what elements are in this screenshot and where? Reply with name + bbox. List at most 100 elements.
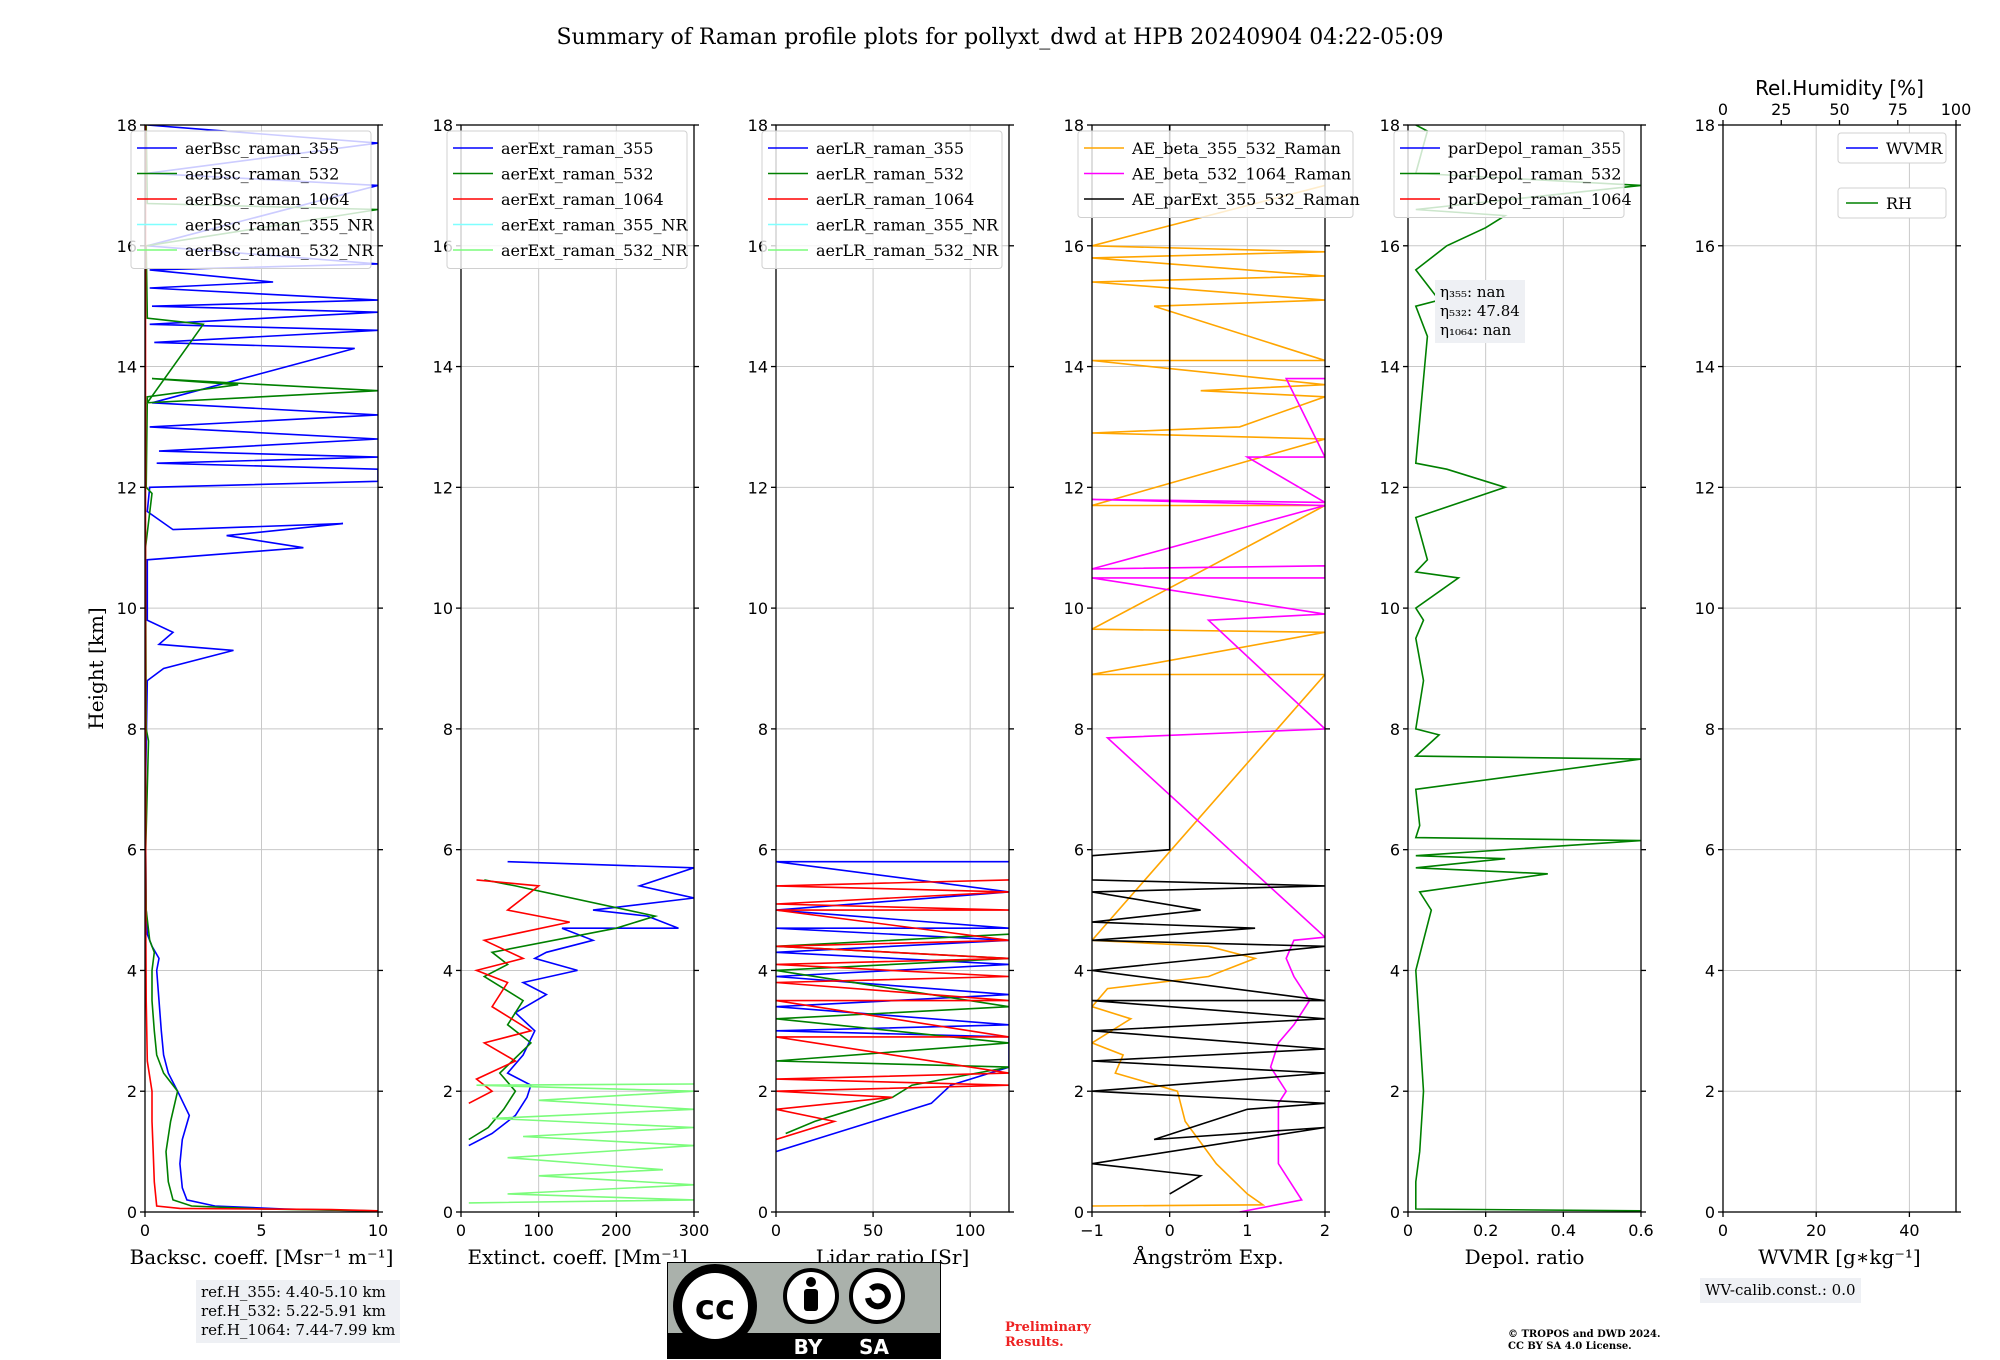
legend-label: parDepol_raman_1064	[1448, 190, 1632, 209]
x-tick-label: 100	[523, 1221, 554, 1240]
x-tick-label: 5	[256, 1221, 266, 1240]
eta-box: η₃₅₅: nan η₅₃₂: 47.84 η₁₀₆₄: nan	[1435, 280, 1525, 343]
cc-icon: cc	[695, 1288, 735, 1328]
x-tick-label: 0.4	[1551, 1221, 1576, 1240]
copyright-note: © TROPOS and DWD 2024. CC BY SA 4.0 Lice…	[1508, 1329, 1660, 1353]
legend-label: aerLR_raman_355	[816, 139, 964, 158]
legend-label: aerBsc_raman_532_NR	[185, 241, 374, 260]
y-tick-label: 4	[127, 961, 137, 980]
preliminary-note: Preliminary Results.	[1005, 1320, 1091, 1350]
y-tick-label: 4	[1390, 961, 1400, 980]
eta-1064: η₁₀₆₄: nan	[1440, 321, 1512, 339]
y-tick-label: 0	[1705, 1203, 1715, 1222]
x-tick-label: 100	[955, 1221, 986, 1240]
series-group	[776, 860, 1009, 1153]
y-tick-label: 8	[1390, 720, 1400, 739]
y-tick-label: 4	[1705, 961, 1715, 980]
y-tick-label: 18	[433, 116, 453, 135]
y-tick-label: 18	[1695, 116, 1715, 135]
y-tick-label: 8	[443, 720, 453, 739]
y-tick-label: 18	[1380, 116, 1400, 135]
legend-label: aerExt_raman_1064	[501, 190, 664, 209]
y-tick-label: 0	[127, 1203, 137, 1222]
y-tick-label: 2	[758, 1082, 768, 1101]
y-tick-label: 6	[1705, 841, 1715, 860]
y-tick-label: 16	[1064, 237, 1084, 256]
x-tick-label: 300	[679, 1221, 710, 1240]
y-tick-label: 6	[443, 841, 453, 860]
series-line-aerLR_raman_532	[776, 933, 1009, 1135]
series-line-aerExt_raman_532_NR	[468, 1083, 694, 1204]
x-tick-label: 0	[456, 1221, 466, 1240]
legend-label: aerBsc_raman_355_NR	[185, 216, 374, 235]
y-axis-label: Height [km]	[84, 607, 108, 729]
y-tick-label: 2	[1390, 1082, 1400, 1101]
x-axis-label: Backsc. coeff. [Msr⁻¹ m⁻¹]	[130, 1245, 394, 1269]
y-tick-label: 6	[1074, 841, 1084, 860]
x-tick-label: 2	[1320, 1221, 1330, 1240]
x-tick-label: 200	[601, 1221, 632, 1240]
axes-frame	[775, 124, 1010, 1213]
y-tick-label: 18	[1064, 116, 1084, 135]
axes-frame	[1722, 124, 1957, 1213]
top-tick-label: 100	[1941, 100, 1972, 119]
axes-frame	[1407, 124, 1642, 1213]
share-alike-arrow	[865, 1283, 891, 1310]
legend-label: aerExt_raman_355	[501, 139, 654, 158]
axes-frame	[460, 124, 695, 1213]
x-tick-label: 0.2	[1473, 1221, 1498, 1240]
legend-label: RH	[1886, 194, 1912, 213]
series-group	[1413, 125, 1641, 1212]
y-tick-label: 4	[443, 961, 453, 980]
y-tick-label: 6	[1390, 841, 1400, 860]
top-tick-label: 25	[1771, 100, 1791, 119]
y-tick-label: 14	[1064, 358, 1084, 377]
y-tick-label: 0	[1390, 1203, 1400, 1222]
x-tick-label: 1	[1242, 1221, 1252, 1240]
y-tick-label: 2	[127, 1082, 137, 1101]
legend-box	[761, 130, 1003, 269]
x-tick-label: −1	[1080, 1221, 1104, 1240]
top-tick-label: 50	[1829, 100, 1849, 119]
reference-height-box: ref.H_355: 4.40-5.10 km ref.H_532: 5.22-…	[196, 1280, 401, 1343]
y-tick-label: 16	[1380, 237, 1400, 256]
y-tick-label: 10	[1380, 599, 1400, 618]
y-tick-label: 18	[117, 116, 137, 135]
legend-label: aerLR_raman_532_NR	[816, 241, 999, 260]
ref-height-355: ref.H_355: 4.40-5.10 km	[201, 1283, 386, 1301]
y-tick-label: 12	[117, 478, 137, 497]
y-tick-label: 18	[748, 116, 768, 135]
series-line-aerLR_raman_355	[776, 860, 1009, 1153]
y-tick-label: 6	[758, 841, 768, 860]
ref-height-532: ref.H_532: 5.22-5.91 km	[201, 1302, 386, 1320]
y-tick-label: 0	[443, 1203, 453, 1222]
y-tick-label: 10	[117, 599, 137, 618]
cc-circle-inner	[682, 1273, 748, 1339]
cc-license-logo: cc BY SA	[667, 1262, 941, 1359]
legend-label: aerLR_raman_355_NR	[816, 216, 999, 235]
license-sa-label: SA	[859, 1335, 889, 1359]
y-tick-label: 8	[1074, 720, 1084, 739]
legend-label: AE_beta_355_532_Raman	[1131, 139, 1341, 158]
y-tick-label: 6	[127, 841, 137, 860]
top-tick-label: 75	[1888, 100, 1908, 119]
series-group	[468, 860, 694, 1204]
x-tick-label: 0	[1165, 1221, 1175, 1240]
series-line-aerExt_raman_532	[468, 879, 659, 1141]
legend-box	[446, 130, 688, 269]
preliminary-line-1: Preliminary	[1005, 1320, 1091, 1335]
legend-label: AE_beta_532_1064_Raman	[1131, 165, 1351, 184]
wv-calib-text: WV-calib.const.: 0.0	[1705, 1281, 1856, 1299]
y-tick-label: 8	[127, 720, 137, 739]
top-tick-label: 0	[1718, 100, 1728, 119]
license-by-label: BY	[794, 1335, 823, 1359]
legend-box	[1077, 130, 1354, 218]
x-tick-label: 50	[863, 1221, 883, 1240]
y-tick-label: 10	[748, 599, 768, 618]
x-tick-label: 0	[1403, 1221, 1413, 1240]
legend-box	[1393, 130, 1625, 218]
y-tick-label: 8	[1705, 720, 1715, 739]
